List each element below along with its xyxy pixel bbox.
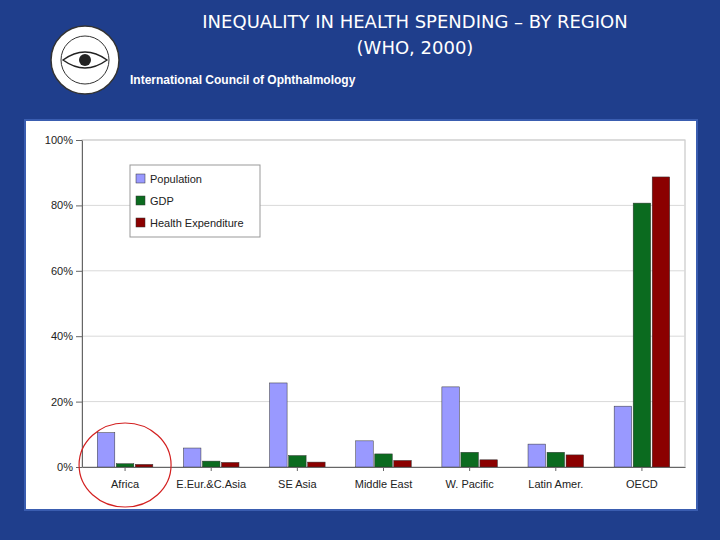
y-tick: 40% — [51, 330, 82, 342]
y-tick: 0% — [57, 461, 82, 473]
chart-frame — [25, 120, 697, 510]
y-tick-mark — [76, 336, 82, 337]
y-tick-label: 40% — [51, 330, 73, 342]
y-axis: 0% 20% 40% 60% 80% 100% — [45, 134, 83, 473]
y-tick: 80% — [51, 199, 82, 211]
grid-line — [82, 336, 685, 337]
bar — [614, 406, 631, 467]
legend-box — [130, 165, 260, 237]
y-tick-label: 20% — [51, 396, 73, 408]
x-tick: Africa — [111, 467, 140, 490]
legend-label: Population — [150, 173, 202, 185]
legend-label: GDP — [150, 195, 174, 207]
x-tick-mark — [469, 467, 470, 471]
bar — [375, 454, 392, 467]
y-tick-mark — [76, 205, 82, 206]
background — [0, 0, 720, 540]
bar — [442, 387, 459, 467]
y-tick-label: 60% — [51, 265, 73, 277]
bar — [221, 462, 238, 467]
y-tick: 20% — [51, 396, 82, 408]
bars — [97, 177, 669, 467]
x-tick-label: Middle East — [355, 478, 412, 490]
bar — [202, 461, 219, 467]
bar — [97, 433, 114, 467]
plot-area — [82, 140, 685, 467]
bar — [394, 460, 411, 467]
x-tick-label: SE Asia — [278, 478, 317, 490]
title: INEQUALITY IN HEALTH SPENDING – BY REGIO… — [202, 11, 627, 32]
x-axis: Africa E.Eur.&C.Asia SE Asia Middle East W. … — [83, 467, 686, 490]
y-tick: 60% — [51, 265, 82, 277]
logo-circle — [51, 26, 119, 94]
x-tick-label: Africa — [111, 478, 140, 490]
bar — [528, 444, 545, 467]
legend-swatch — [136, 218, 145, 227]
grid — [82, 140, 685, 467]
logo — [51, 26, 119, 94]
subtitle: (WHO, 2000) — [357, 37, 474, 58]
logo-pupil — [79, 54, 91, 66]
bar — [135, 464, 152, 467]
y-tick-label: 0% — [57, 461, 73, 473]
x-tick: W. Pacific — [445, 467, 494, 490]
y-axis-line — [82, 141, 83, 468]
y-tick-label: 100% — [45, 134, 73, 146]
y-tick-mark — [76, 271, 82, 272]
x-tick-mark — [211, 467, 212, 471]
x-tick-mark — [125, 467, 126, 471]
bar — [270, 383, 287, 467]
logo-eye — [63, 52, 107, 68]
legend-swatch — [136, 196, 145, 205]
x-tick: E.Eur.&C.Asia — [176, 467, 247, 490]
slide: INEQUALITY IN HEALTH SPENDING – BY REGIO… — [0, 0, 720, 540]
x-tick-label: OECD — [626, 478, 658, 490]
x-tick-label: W. Pacific — [445, 478, 494, 490]
x-tick: OECD — [626, 467, 658, 490]
y-tick-label: 80% — [51, 199, 73, 211]
legend-label: Health Expenditure — [150, 217, 244, 229]
annotation: International Council of Ophthalmology — [130, 73, 356, 87]
bar — [547, 452, 564, 467]
bar — [356, 441, 373, 467]
x-tick-mark — [641, 467, 642, 471]
x-tick: SE Asia — [278, 467, 317, 490]
bar — [652, 177, 669, 467]
legend-swatch — [136, 174, 145, 183]
x-tick-mark — [555, 467, 556, 471]
bar — [633, 203, 650, 467]
bar — [183, 448, 200, 467]
bar — [480, 460, 497, 467]
y-tick-mark — [76, 140, 82, 141]
x-tick: Latin Amer. — [528, 467, 583, 490]
grid-line — [82, 270, 685, 271]
x-tick-mark — [383, 467, 384, 471]
x-tick-label: E.Eur.&C.Asia — [176, 478, 247, 490]
grid-line — [82, 401, 685, 402]
y-tick: 100% — [45, 134, 82, 146]
x-tick-mark — [297, 467, 298, 471]
highlight-ellipse — [79, 423, 171, 507]
logo-ring — [61, 36, 109, 84]
bar — [308, 462, 325, 467]
legend: Population GDP Health Expenditure — [130, 165, 260, 237]
bar — [289, 456, 306, 467]
bar — [461, 452, 478, 467]
bar — [116, 464, 133, 467]
x-tick-label: Latin Amer. — [528, 478, 583, 490]
bar — [566, 455, 583, 467]
x-tick: Middle East — [355, 467, 412, 490]
y-tick-mark — [76, 402, 82, 403]
grid-line — [82, 140, 685, 141]
